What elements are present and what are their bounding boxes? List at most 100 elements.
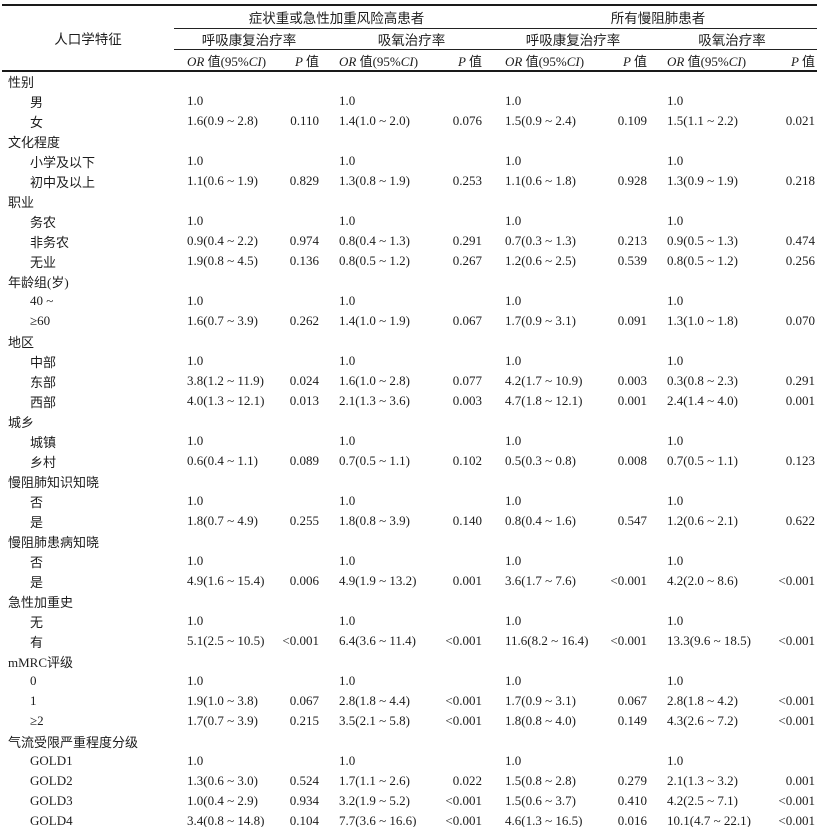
or-value-cell: 1.9(1.0 ~ 3.8) (187, 693, 258, 708)
row-label: 是 (30, 514, 44, 530)
p-value-cell: 0.067 (617, 693, 647, 708)
or-value-cell: 4.3(2.6 ~ 7.2) (667, 713, 738, 728)
or-value-cell: 1.0 (339, 613, 356, 628)
p-value-cell (772, 591, 817, 611)
p-value-cell (610, 671, 647, 691)
or-value-cell: 1.0 (339, 93, 356, 108)
row-label: 西部 (30, 394, 57, 410)
or-value-cell (174, 531, 282, 551)
p-value-cell: <0.001 (445, 812, 482, 827)
or-value-cell (499, 191, 610, 211)
p-value-cell (444, 351, 499, 371)
regression-results-table: 人口学特征 症状重或急性加重风险高患者 所有慢阻肺患者 呼吸康复治疗率 吸氧治疗… (2, 4, 817, 827)
p-value-cell: 0.016 (617, 812, 647, 827)
data-row: 无业 1.9(0.8 ~ 4.5) 0.136 0.8(0.5 ~ 1.2) 0.267… (2, 251, 817, 271)
or-value-cell: 1.0 (667, 93, 684, 108)
or-value-cell: 1.7(0.9 ~ 3.1) (505, 313, 576, 328)
data-row: 务农 1.0 1.0 1.0 1.0 (2, 211, 817, 231)
p-value-cell (444, 551, 499, 571)
p-value-header: P 值 (772, 49, 817, 72)
category-row: 职业 (2, 191, 817, 211)
p-value-cell (610, 91, 647, 111)
or-value-cell (174, 331, 282, 351)
row-label: 务农 (30, 214, 57, 230)
data-row: 男 1.0 1.0 1.0 1.0 (2, 91, 817, 111)
category-row: 慢阻肺患病知晓 (2, 531, 817, 551)
or-value-cell: 1.0 (667, 433, 684, 448)
category-row: 地区 (2, 331, 817, 351)
row-label: 40 ~ (30, 293, 54, 308)
group-header-high-risk: 症状重或急性加重风险高患者 (174, 5, 499, 29)
or-value-cell: 1.6(0.7 ~ 3.9) (187, 313, 258, 328)
row-label: 无 (30, 614, 44, 630)
p-value-cell (444, 271, 499, 291)
p-value-cell: 0.149 (617, 713, 647, 728)
p-value-cell (772, 491, 817, 511)
or-value-cell (324, 131, 444, 151)
p-value-cell (610, 291, 647, 311)
p-value-cell: <0.001 (778, 713, 815, 728)
or-value-cell (647, 411, 772, 431)
or-value-cell: 1.0 (339, 293, 356, 308)
data-row: 非务农 0.9(0.4 ~ 2.2) 0.974 0.8(0.4 ~ 1.3) 0.29… (2, 231, 817, 251)
or-value-cell: 7.7(3.6 ~ 16.6) (339, 812, 417, 827)
p-value-cell (444, 671, 499, 691)
p-value-cell: 0.091 (617, 313, 647, 328)
row-label: 非务农 (30, 234, 70, 250)
category-label: 慢阻肺知识知晓 (8, 474, 100, 490)
p-value-cell: 0.136 (289, 253, 319, 268)
p-value-cell (610, 211, 647, 231)
data-row: 0 1.0 1.0 1.0 1.0 (2, 671, 817, 691)
or-value-cell (647, 331, 772, 351)
p-value-cell (772, 91, 817, 111)
or-value-cell (174, 731, 282, 751)
or-value-cell: 1.4(1.0 ~ 2.0) (339, 113, 410, 128)
category-row: 年龄组(岁) (2, 271, 817, 291)
or-value-cell: 0.8(0.4 ~ 1.3) (339, 233, 410, 248)
p-value-cell (772, 191, 817, 211)
data-row: 女 1.6(0.9 ~ 2.8) 0.110 1.4(1.0 ~ 2.0) 0.076 1… (2, 111, 817, 131)
or-value-cell (174, 131, 282, 151)
p-value-cell (282, 271, 324, 291)
p-value-cell: 0.022 (452, 773, 482, 788)
or-value-cell: 1.0 (505, 213, 522, 228)
category-row: 慢阻肺知识知晓 (2, 471, 817, 491)
row-label: 无业 (30, 254, 57, 270)
p-value-cell: <0.001 (778, 793, 815, 808)
p-value-cell: 0.003 (452, 393, 482, 408)
category-label: 地区 (8, 334, 35, 350)
p-value-cell: 0.109 (617, 113, 647, 128)
or-value-cell: 1.0 (187, 353, 204, 368)
data-row: ≥2 1.7(0.7 ~ 3.9) 0.215 3.5(2.1 ~ 5.8) <0.00… (2, 711, 817, 731)
or-value-cell: 1.0 (339, 753, 356, 768)
p-value-cell (282, 151, 324, 171)
p-value-cell (444, 651, 499, 671)
or-value-cell: 1.0 (667, 353, 684, 368)
p-value-cell (610, 731, 647, 751)
p-value-cell: 0.110 (290, 113, 319, 128)
or-value-cell (324, 471, 444, 491)
or-value-cell: 1.3(1.0 ~ 1.8) (667, 313, 738, 328)
or-value-cell: 1.1(0.6 ~ 1.9) (187, 173, 258, 188)
or-value-cell (647, 531, 772, 551)
or-value-cell: 1.0 (187, 293, 204, 308)
or-value-cell: 1.0 (339, 553, 356, 568)
p-value-cell: 0.001 (785, 393, 815, 408)
row-label: 城镇 (30, 434, 57, 450)
or-value-cell: 1.0 (187, 213, 204, 228)
p-value-cell: 0.622 (785, 513, 815, 528)
or-value-cell: 1.0 (187, 613, 204, 628)
p-value-cell (772, 151, 817, 171)
data-row: GOLD2 1.3(0.6 ~ 3.0) 0.524 1.7(1.1 ~ 2.6) 0.… (2, 771, 817, 791)
subgroup-header-row: 呼吸康复治疗率 吸氧治疗率 呼吸康复治疗率 吸氧治疗率 (2, 28, 817, 50)
p-value-cell: 0.123 (785, 453, 815, 468)
p-value-cell: <0.001 (445, 713, 482, 728)
or-value-cell: 1.5(1.1 ~ 2.2) (667, 113, 738, 128)
p-value-cell: <0.001 (610, 573, 647, 588)
p-value-cell: 0.001 (785, 773, 815, 788)
subheader-rehab-rate-2: 呼吸康复治疗率 (499, 28, 647, 50)
p-value-cell (610, 591, 647, 611)
p-value-cell: <0.001 (778, 573, 815, 588)
p-value-cell: 0.524 (289, 773, 319, 788)
